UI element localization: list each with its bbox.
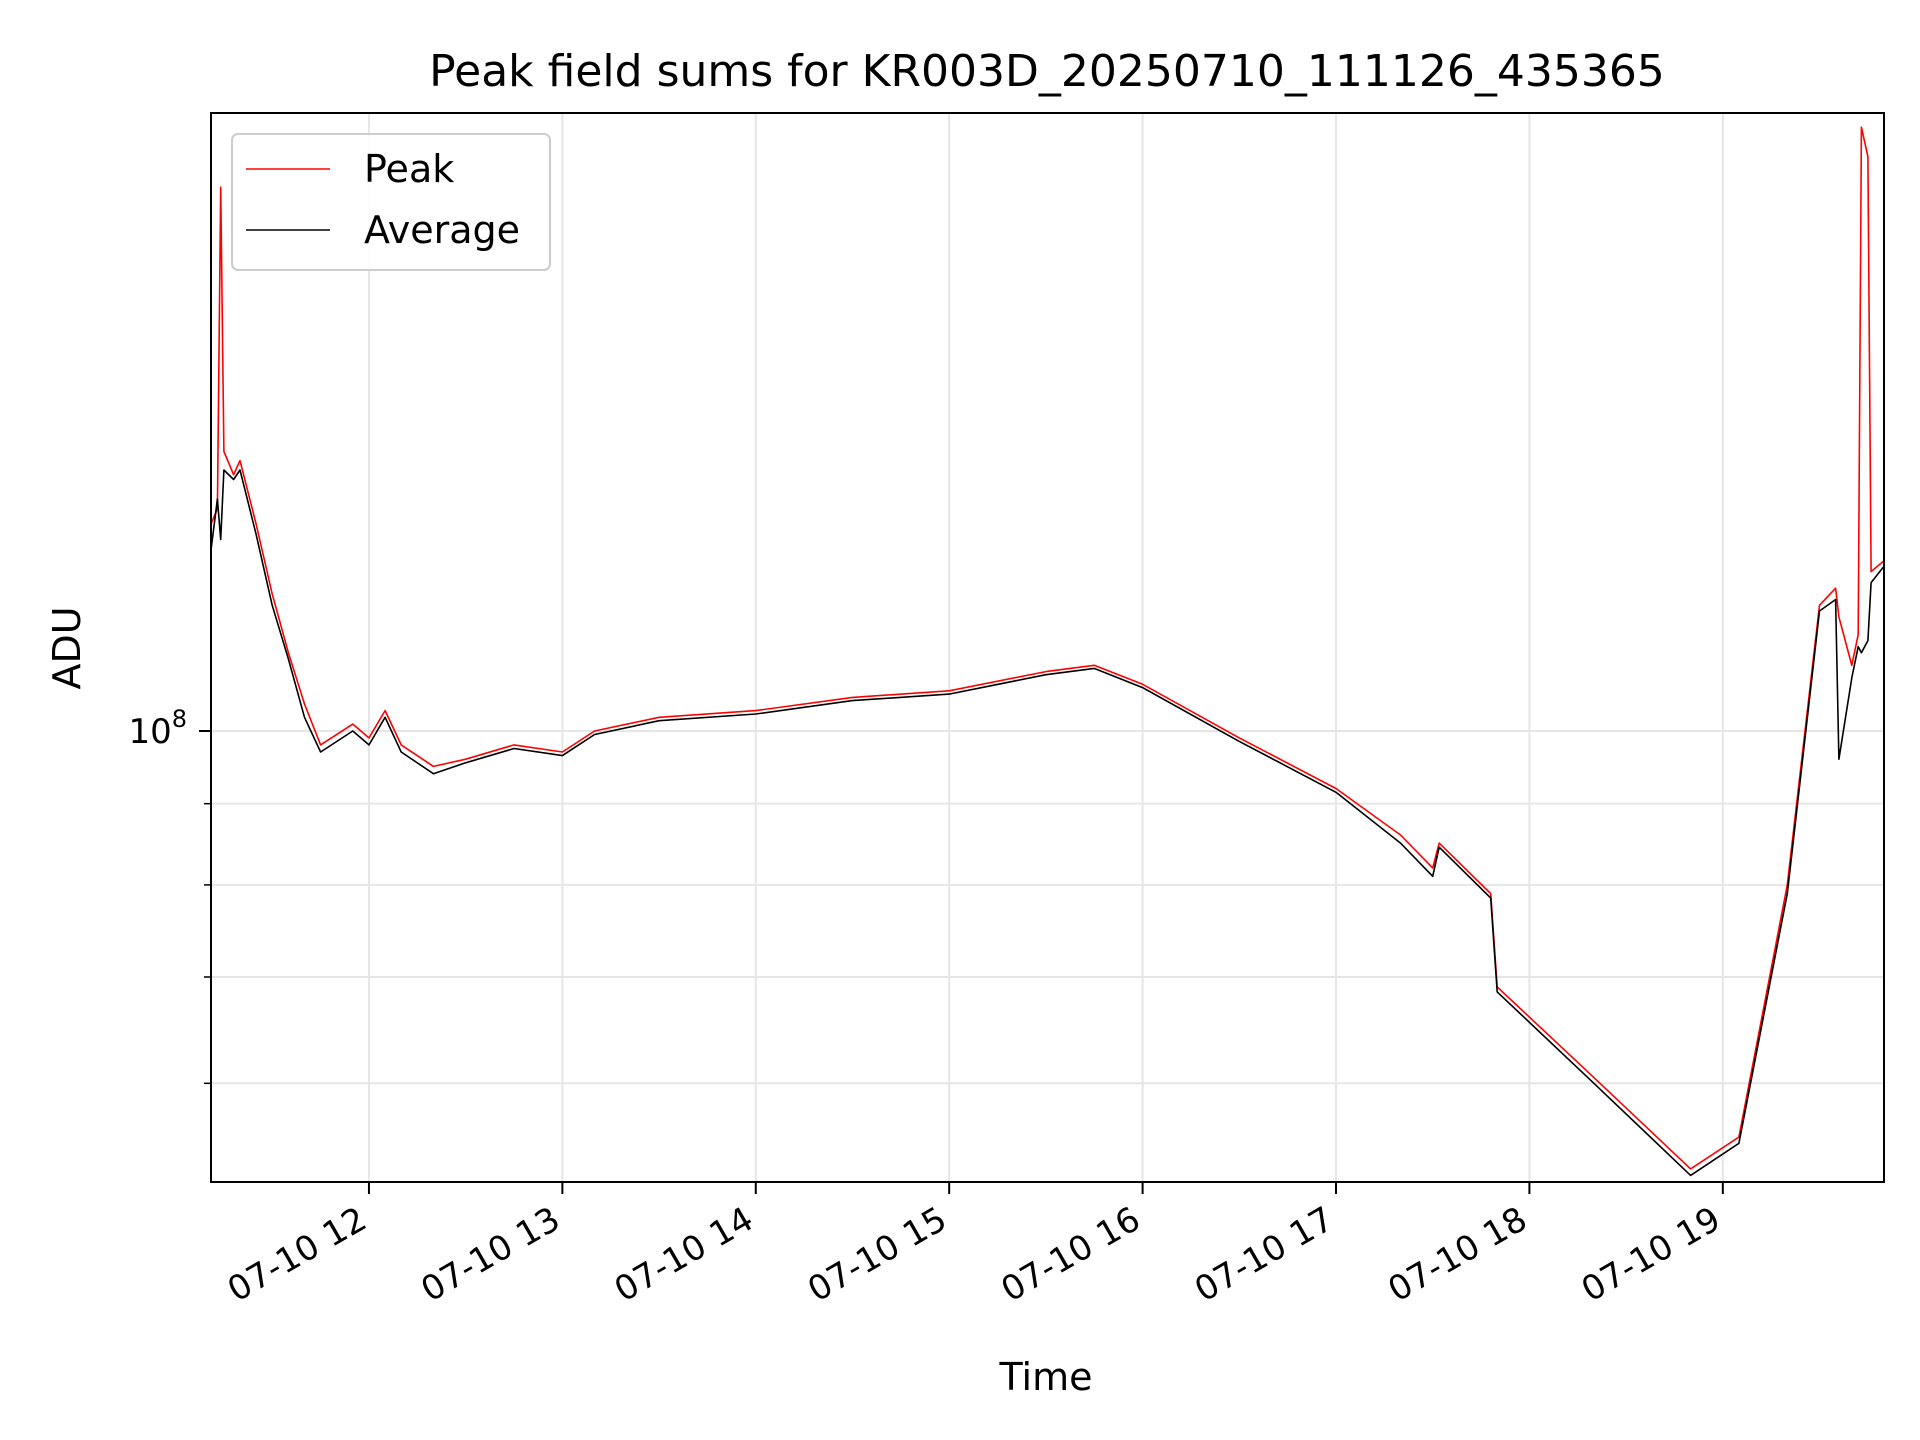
plot-frame xyxy=(210,112,1885,1183)
legend-box xyxy=(231,133,551,271)
y-tick-label-exponent: 8 xyxy=(172,705,187,733)
series-line-peak xyxy=(210,126,1885,1170)
grid xyxy=(211,113,1884,1182)
legend-label-average: Average xyxy=(364,208,520,252)
y-tick-label-base: 10 xyxy=(128,712,171,752)
y-tick-label: 108 xyxy=(128,705,187,752)
chart-title: Peak field sums for KR003D_20250710_1111… xyxy=(429,46,1665,97)
legend-label-peak: Peak xyxy=(364,147,454,191)
legend: Peak Average xyxy=(231,133,551,271)
series-lines xyxy=(210,126,1885,1177)
y-ticks: 108 xyxy=(128,705,211,1085)
x-axis-label: Time xyxy=(999,1355,1093,1399)
y-axis-label: ADU xyxy=(45,606,89,689)
series-line-average xyxy=(210,469,1885,1177)
